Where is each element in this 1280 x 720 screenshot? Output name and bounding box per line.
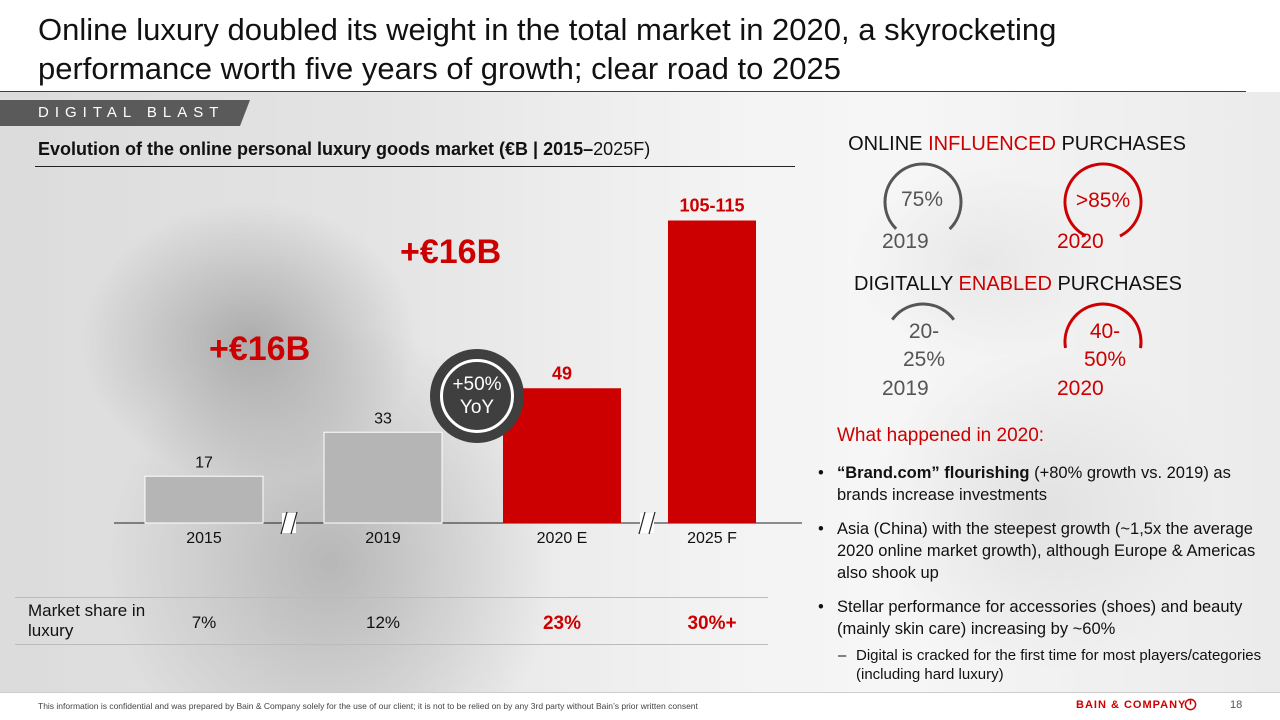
bullet-list: • “Brand.com” flourishing (+80% growth vs…: [818, 462, 1268, 684]
bar-2025-f: [668, 220, 756, 523]
chart-title-underline: [35, 166, 795, 167]
delta-label-2019-2020: +€16B: [400, 233, 502, 271]
online-2020-year: 2020: [1057, 230, 1104, 253]
bar-value-label: 105-115: [679, 196, 744, 216]
bar-2019: [323, 431, 443, 524]
sub-bullet-item: – Digital is cracked for the first time f…: [838, 647, 1262, 683]
online-influenced-heading: ONLINE INFLUENCED PURCHASES: [848, 133, 1186, 155]
online-2020-value: >85%: [1075, 189, 1131, 212]
page-number: 18: [1230, 699, 1243, 711]
chart-title-bold: Evolution of the online personal luxury …: [38, 139, 594, 159]
yoy-value: +50%: [452, 374, 502, 395]
yoy-growth-badge: +50% YoY: [430, 349, 524, 443]
x-tick-label: 2019: [365, 530, 401, 547]
disclaimer: This information is confidential and was…: [38, 701, 698, 711]
market-share-2020: 23%: [542, 613, 582, 634]
what-happened-heading: What happened in 2020:: [837, 425, 1045, 446]
yoy-unit: YoY: [459, 397, 495, 418]
footer-divider: [0, 692, 1280, 693]
axis-break-1-stroke-a: [280, 511, 288, 535]
market-share-label: Market share in luxury: [28, 601, 146, 640]
market-share-row: Market share in luxury 7% 12% 23% 30%+: [15, 597, 768, 645]
online-2019-year: 2019: [882, 230, 929, 253]
digital-2020-value: 40- 50%: [1083, 320, 1127, 371]
brand-logo-icon: [1184, 698, 1197, 711]
digitally-enabled-heading: DIGITALLY ENABLED PURCHASES: [854, 273, 1182, 295]
axis-break-2-stroke-b: [648, 511, 656, 535]
bar-value-label: 33: [374, 410, 392, 427]
digital-2020-year: 2020: [1057, 377, 1104, 400]
x-tick-label: 2015: [186, 530, 222, 547]
ring-online-2019-arc: [883, 162, 963, 242]
yoy-growth-text: +50% YoY: [440, 359, 514, 433]
x-tick-label: 2020 E: [537, 530, 588, 547]
market-share-2025: 30%+: [687, 613, 737, 634]
slide-headline: Online luxury doubled its weight in the …: [38, 12, 1057, 86]
market-share-2015: 7%: [191, 613, 217, 632]
chart-title-normal: 2025F): [593, 139, 651, 159]
headline-divider: [0, 91, 1246, 92]
brand-logo-text: BAIN & COMPANY: [1076, 699, 1187, 711]
ring-online-2019: [883, 162, 963, 242]
section-tag: DIGITAL BLAST: [0, 100, 250, 126]
axis-break-1-stroke-b: [290, 511, 298, 535]
online-2019-value: 75%: [900, 188, 944, 211]
axis-break-2-stroke-a: [638, 511, 646, 535]
market-share-2019: 12%: [365, 613, 401, 632]
bullet-item: • “Brand.com” flourishing (+80% growth vs…: [818, 464, 1231, 504]
bullet-item: • Stellar performance for accessories (sh…: [818, 598, 1243, 638]
ring-digital-2020: [1063, 302, 1143, 382]
delta-label-2015-2019: +€16B: [209, 330, 311, 368]
digital-2019-value: 20- 25%: [902, 320, 946, 371]
digital-2019-year: 2019: [882, 377, 929, 400]
x-tick-label: 2025 F: [687, 530, 737, 547]
bar-2015: [144, 475, 264, 524]
bar-2020-e: [503, 388, 621, 523]
chart-title: Evolution of the online personal luxury …: [38, 139, 650, 160]
bar-chart: 17 2015 33 2019 49 2020 E 105-115 2025 F: [114, 196, 802, 547]
bullet-item: • Asia (China) with the steepest growth (…: [818, 520, 1256, 582]
bar-value-label: 17: [195, 454, 213, 471]
ring-online-2020: [1063, 162, 1143, 242]
ring-digital-2019: [883, 302, 963, 382]
bar-value-label: 49: [552, 363, 572, 383]
